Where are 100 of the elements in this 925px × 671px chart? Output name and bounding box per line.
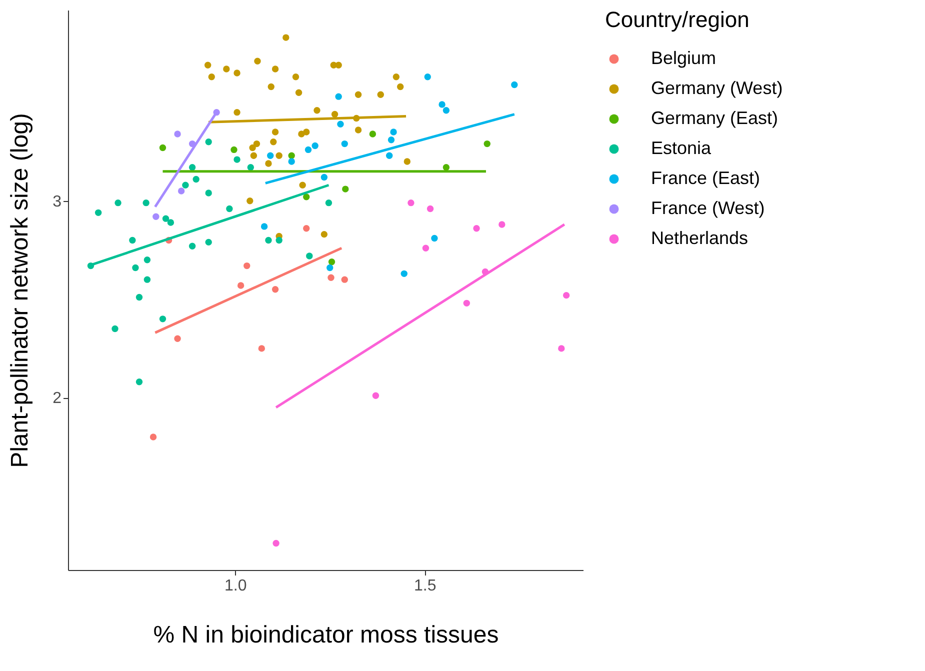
point bbox=[498, 221, 506, 228]
point bbox=[369, 130, 376, 138]
point bbox=[303, 128, 310, 136]
point bbox=[162, 215, 170, 222]
point bbox=[424, 74, 431, 80]
point bbox=[562, 292, 570, 299]
point bbox=[244, 262, 250, 270]
point bbox=[112, 325, 118, 332]
point bbox=[377, 91, 384, 98]
point bbox=[335, 93, 342, 100]
point bbox=[442, 164, 450, 171]
point bbox=[258, 345, 265, 352]
point bbox=[142, 199, 150, 206]
x-tick-label: 1.5 bbox=[414, 578, 436, 594]
x-tick-label: 1.0 bbox=[224, 578, 247, 594]
legend-label: France (East) bbox=[651, 168, 760, 188]
point bbox=[342, 186, 349, 192]
point bbox=[372, 392, 380, 400]
legend-label: Estonia bbox=[651, 138, 712, 158]
point bbox=[152, 213, 160, 220]
point bbox=[159, 316, 166, 322]
point bbox=[326, 264, 334, 272]
point bbox=[208, 74, 215, 80]
point bbox=[386, 152, 393, 159]
point bbox=[288, 158, 295, 165]
point bbox=[304, 146, 312, 154]
y-tick-label: 3 bbox=[52, 193, 62, 210]
point bbox=[306, 252, 313, 260]
point bbox=[167, 219, 174, 226]
point bbox=[174, 335, 181, 342]
point bbox=[396, 83, 404, 90]
legend-label: Germany (West) bbox=[651, 78, 783, 98]
point bbox=[511, 81, 518, 88]
point bbox=[268, 83, 274, 90]
point bbox=[174, 130, 181, 138]
point bbox=[558, 345, 565, 352]
point bbox=[404, 158, 411, 165]
point bbox=[295, 89, 302, 96]
point bbox=[129, 236, 136, 244]
point bbox=[230, 146, 238, 154]
point bbox=[442, 107, 450, 114]
point bbox=[250, 152, 258, 159]
point bbox=[188, 242, 196, 250]
point bbox=[392, 74, 400, 80]
point bbox=[204, 62, 212, 68]
point bbox=[237, 282, 244, 289]
point bbox=[272, 66, 279, 72]
legend-label: Belgium bbox=[651, 48, 716, 68]
point bbox=[463, 300, 470, 307]
point bbox=[136, 294, 143, 301]
point bbox=[254, 58, 261, 65]
point bbox=[144, 276, 151, 283]
point bbox=[320, 174, 328, 181]
point bbox=[178, 188, 185, 194]
point bbox=[136, 378, 143, 386]
legend-label: Netherlands bbox=[651, 228, 748, 248]
point bbox=[249, 144, 256, 152]
point bbox=[328, 274, 334, 281]
point bbox=[272, 286, 279, 293]
point bbox=[314, 107, 320, 114]
point bbox=[205, 138, 212, 146]
x-axis-title: % N in bioindicator moss tissues bbox=[153, 622, 499, 648]
point bbox=[144, 256, 151, 264]
point bbox=[150, 434, 157, 440]
point bbox=[223, 66, 230, 72]
point bbox=[390, 128, 397, 136]
point bbox=[247, 164, 254, 171]
point bbox=[205, 238, 212, 246]
point bbox=[192, 176, 200, 183]
point bbox=[292, 74, 300, 80]
point bbox=[260, 223, 268, 230]
point bbox=[299, 182, 306, 188]
y-tick-label: 2 bbox=[52, 390, 62, 408]
point bbox=[272, 540, 280, 547]
point bbox=[303, 225, 310, 232]
point bbox=[265, 236, 272, 244]
point bbox=[438, 101, 446, 108]
point bbox=[400, 270, 408, 278]
legend-label: Germany (East) bbox=[651, 108, 778, 128]
point bbox=[341, 276, 348, 283]
point bbox=[272, 128, 279, 136]
point bbox=[408, 199, 414, 206]
point bbox=[159, 144, 166, 152]
point bbox=[354, 91, 362, 98]
point bbox=[320, 230, 328, 238]
point bbox=[422, 244, 430, 252]
point bbox=[94, 209, 102, 216]
point bbox=[267, 152, 274, 159]
point bbox=[132, 264, 139, 272]
point bbox=[335, 62, 342, 68]
point bbox=[288, 152, 295, 159]
point bbox=[337, 120, 344, 128]
point bbox=[484, 140, 490, 148]
point bbox=[312, 142, 318, 150]
point bbox=[253, 140, 260, 148]
point bbox=[188, 164, 196, 171]
point bbox=[270, 138, 277, 146]
legend-label: France (West) bbox=[651, 198, 765, 218]
point bbox=[473, 225, 480, 232]
point bbox=[282, 34, 290, 41]
